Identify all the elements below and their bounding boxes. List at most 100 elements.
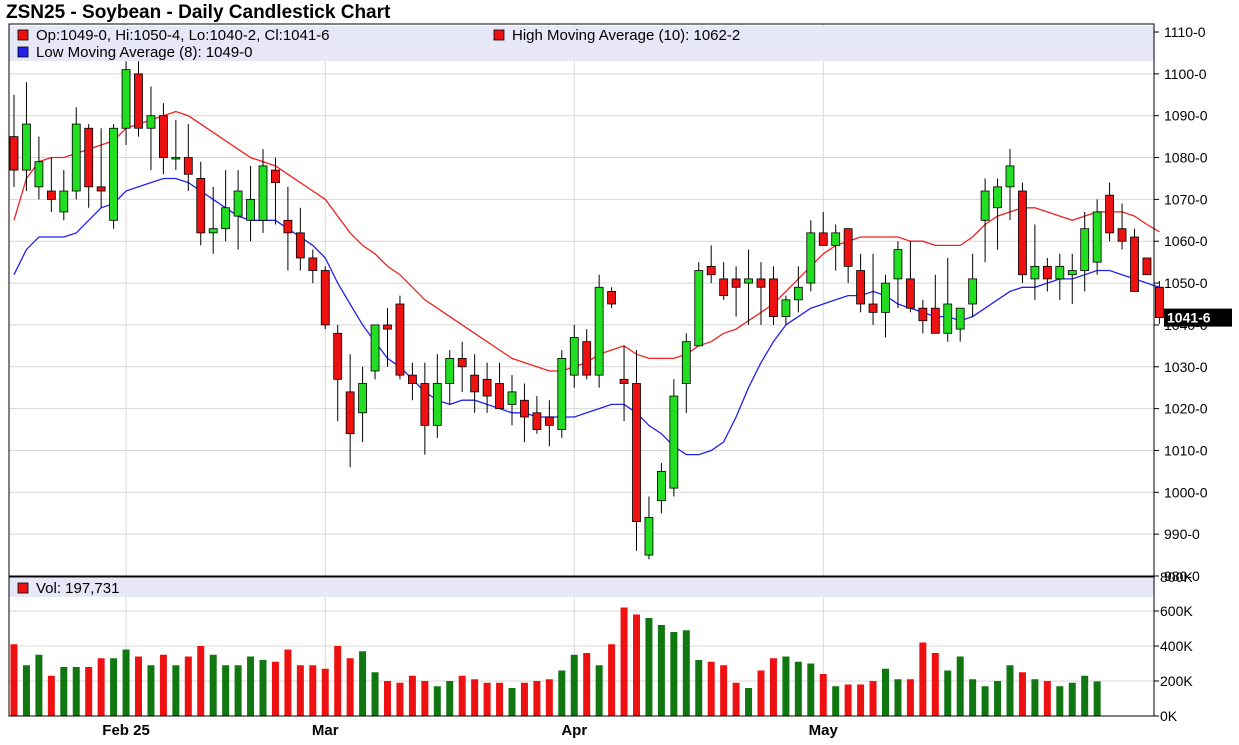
candle-body	[233, 190, 243, 217]
candle-body	[544, 416, 554, 426]
volume-bar	[209, 654, 217, 716]
candle-body	[59, 190, 69, 213]
candle-body	[395, 303, 405, 376]
candle-body	[918, 307, 928, 322]
price-tick-label: 1030-0	[1164, 359, 1208, 375]
volume-bar	[1093, 681, 1101, 716]
volume-bar	[359, 651, 367, 716]
volume-bar	[483, 682, 491, 716]
candle-body	[1155, 286, 1164, 318]
volume-bar	[321, 668, 329, 716]
candle-body	[756, 278, 766, 288]
candle-body	[246, 198, 255, 221]
volume-bars	[10, 607, 1101, 716]
candle-body	[482, 378, 492, 397]
price-tick-label: 1010-0	[1164, 442, 1208, 458]
candle-body	[1055, 265, 1065, 280]
volume-bar	[608, 644, 616, 716]
candle-body	[781, 299, 791, 317]
volume-bar	[695, 660, 703, 716]
volume-bar	[10, 644, 18, 716]
candle-body	[557, 357, 567, 430]
volume-bar	[296, 665, 304, 716]
candle-body	[569, 337, 579, 376]
price-tick-label: 1050-0	[1164, 275, 1208, 291]
candle-body	[495, 383, 504, 410]
candle-body	[320, 270, 330, 326]
candle-body	[370, 324, 380, 372]
volume-bar	[234, 665, 242, 716]
volume-bar	[1081, 675, 1089, 716]
candle-body	[906, 278, 915, 309]
candle-body	[968, 278, 978, 305]
candle-body	[271, 169, 280, 184]
volume-bar	[919, 642, 927, 716]
volume-bar	[894, 679, 902, 716]
volume-bar	[732, 682, 740, 716]
price-tick-label: 1110-0	[1164, 24, 1206, 40]
candle-body	[34, 161, 44, 188]
candle-body	[644, 517, 654, 556]
volume-bar	[595, 665, 603, 716]
candle-body	[719, 278, 729, 297]
candle-body	[520, 399, 529, 418]
volume-bar	[384, 681, 391, 716]
candle-body	[1042, 265, 1052, 280]
volume-bar	[1068, 682, 1076, 716]
candle-body	[333, 332, 343, 380]
candles	[9, 61, 1164, 560]
volume-bar	[969, 679, 977, 716]
volume-bar	[832, 686, 840, 716]
candle-body	[258, 165, 268, 221]
volume-bar	[72, 667, 80, 716]
candle-body	[383, 324, 392, 330]
chart-title: ZSN25 - Soybean - Daily Candlestick Char…	[6, 2, 391, 23]
candle-body	[694, 270, 704, 347]
candle-body	[1117, 228, 1127, 242]
candle-body	[158, 115, 168, 158]
grid-layer	[9, 24, 1154, 717]
high-ma-legend-swatch	[493, 29, 505, 41]
candle-body	[619, 378, 629, 384]
candle-body	[1067, 270, 1077, 276]
candle-body	[1092, 211, 1102, 263]
price-tick-label: 1070-0	[1164, 191, 1208, 207]
candle-body	[308, 257, 318, 271]
candle-body	[657, 470, 666, 502]
date-tick-label: Mar	[312, 722, 339, 739]
high-ma-legend-text: High Moving Average (10): 1062-2	[512, 27, 740, 44]
volume-bar	[545, 679, 553, 716]
volume-bar	[657, 625, 665, 716]
price-tick-label: 1100-0	[1164, 66, 1207, 82]
price-legend-band	[9, 26, 1154, 61]
price-panel-frame	[8, 23, 1155, 577]
volume-bar	[670, 632, 678, 716]
price-tick-label: 1020-0	[1164, 401, 1208, 417]
candle-body	[1080, 228, 1090, 271]
candle-body	[893, 249, 903, 280]
volume-bar	[396, 682, 404, 716]
volume-tick-label: 0K	[1160, 708, 1178, 724]
candle-body	[507, 391, 517, 405]
volume-bar	[97, 658, 105, 716]
candle-body	[146, 115, 156, 129]
volume-bar	[956, 656, 964, 716]
date-tick-label: May	[809, 722, 839, 739]
volume-bar	[346, 658, 354, 716]
candle-body	[407, 374, 417, 384]
volume-bar	[620, 607, 628, 716]
volume-bar	[520, 682, 528, 716]
volume-bar	[720, 665, 728, 716]
volume-bar	[496, 682, 504, 716]
volume-bar	[408, 675, 416, 716]
candle-body	[445, 357, 455, 384]
candle-body	[71, 123, 81, 192]
volume-bar	[60, 667, 68, 716]
volume-bar	[259, 660, 267, 716]
candle-body	[420, 383, 430, 426]
volume-bar	[309, 665, 317, 716]
volume-bar	[446, 681, 454, 716]
candle-body	[856, 270, 865, 305]
volume-bar	[433, 686, 441, 716]
volume-bar	[633, 614, 640, 716]
